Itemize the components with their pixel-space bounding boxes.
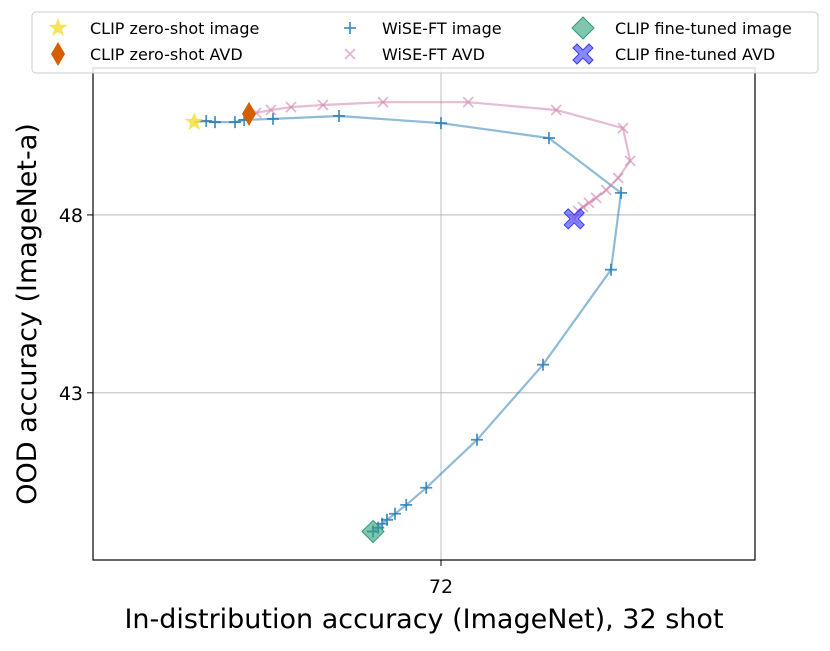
marker-plus [400,498,413,511]
marker-diamond [571,16,595,40]
marker-plus [420,481,433,494]
marker-x [317,99,329,111]
marker-plus [267,112,279,125]
legend-label: CLIP fine-tuned image [615,19,792,38]
marker-diamond [51,42,65,66]
series-line [194,114,623,533]
marker-x [462,96,474,108]
marker-plus [389,507,401,520]
marker-x [550,104,562,116]
marker-plus [344,22,356,34]
marker-plus [435,117,447,130]
marker-plus [605,263,617,276]
marker-plus [615,186,627,199]
marker-x [624,155,636,167]
marker-x [377,96,389,108]
legend-label: CLIP fine-tuned AVD [615,45,775,64]
y-tick-label: 43 [59,383,83,405]
legend-label: CLIP zero-shot AVD [90,45,243,64]
marker-plus [200,115,213,128]
legend-label: WiSE-FT AVD [382,45,485,64]
legend-box [31,11,819,74]
legend-label: WiSE-FT image [382,19,502,38]
marker-plus [471,433,483,446]
x-axis-label: In-distribution accuracy (ImageNet), 32 … [124,604,723,635]
marker-plus [229,116,241,129]
marker-diamond [361,519,385,544]
marker-x [590,192,602,204]
marker-x [344,48,356,60]
marker-x [265,104,277,116]
plot-frame [92,67,756,561]
y-tick-label: 48 [59,205,83,227]
marker-x [600,184,612,196]
series-line [248,101,632,220]
legend-label: CLIP zero-shot image [90,19,259,38]
marker-star [184,112,204,131]
marker-x [612,172,624,184]
marker-diamond [242,101,256,126]
marker-plus [333,110,345,123]
x-tick-label: 72 [429,576,453,598]
marker-plus [209,116,221,129]
marker-star [48,18,68,37]
marker-x [617,122,629,134]
y-axis-label: OOD accuracy (ImageNet-a) [12,123,43,505]
marker-plus [543,132,555,145]
marker-x [572,43,594,65]
legend: CLIP zero-shot image CLIP zero-shot AVD Wi… [31,11,819,74]
marker-x [583,197,595,209]
marker-plus [537,358,549,371]
marker-x [285,101,297,113]
marker-x [563,208,585,230]
